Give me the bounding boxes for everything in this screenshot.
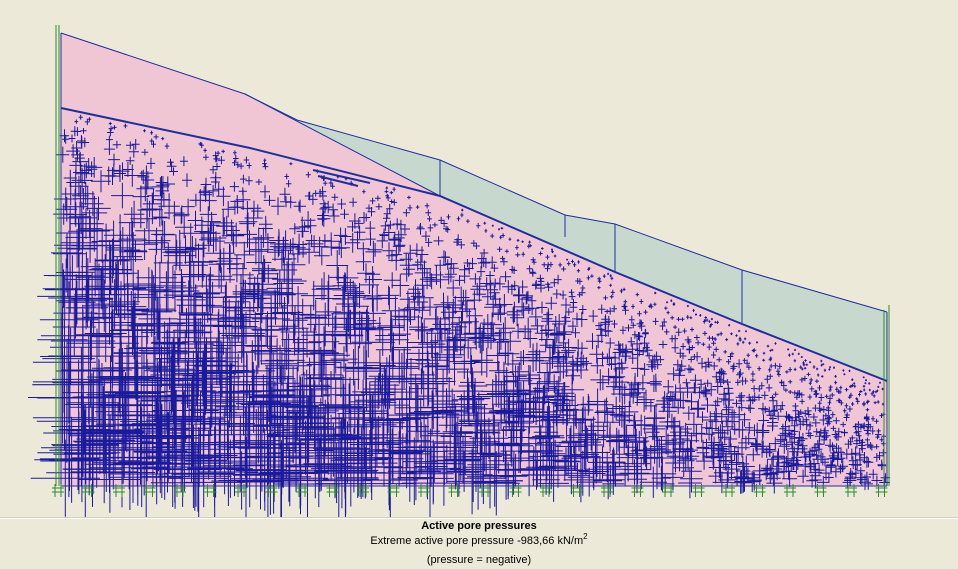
boundary-fixities [52, 25, 890, 497]
fixity-symbols [52, 25, 890, 497]
extreme-unit-exponent: 2 [583, 532, 588, 541]
upper-layer-boundary-line [244, 93, 441, 197]
short-segment-2 [317, 175, 359, 187]
sign-convention-note: (pressure = negative) [426, 554, 532, 566]
pressure-cross-marks [28, 114, 891, 517]
legend-title: Active pore pressures [421, 520, 537, 532]
soil-region-upper-layer [245, 94, 887, 381]
geometry-lines [60, 32, 888, 487]
short-segment-1 [312, 169, 371, 184]
mesh-plot [28, 25, 891, 517]
panel-divider [0, 517, 958, 519]
extreme-unit: kN/m [557, 535, 584, 547]
soil-region-upper-pink [61, 33, 440, 196]
extreme-label: Extreme active pore pressure [370, 535, 515, 547]
pore-pressure-crosses [28, 114, 891, 517]
layer-interface-line [60, 107, 888, 382]
extreme-pressure-readout: Extreme active pore pressure -983,66 kN/… [0, 532, 958, 548]
extreme-value: -983,66 [517, 535, 555, 547]
